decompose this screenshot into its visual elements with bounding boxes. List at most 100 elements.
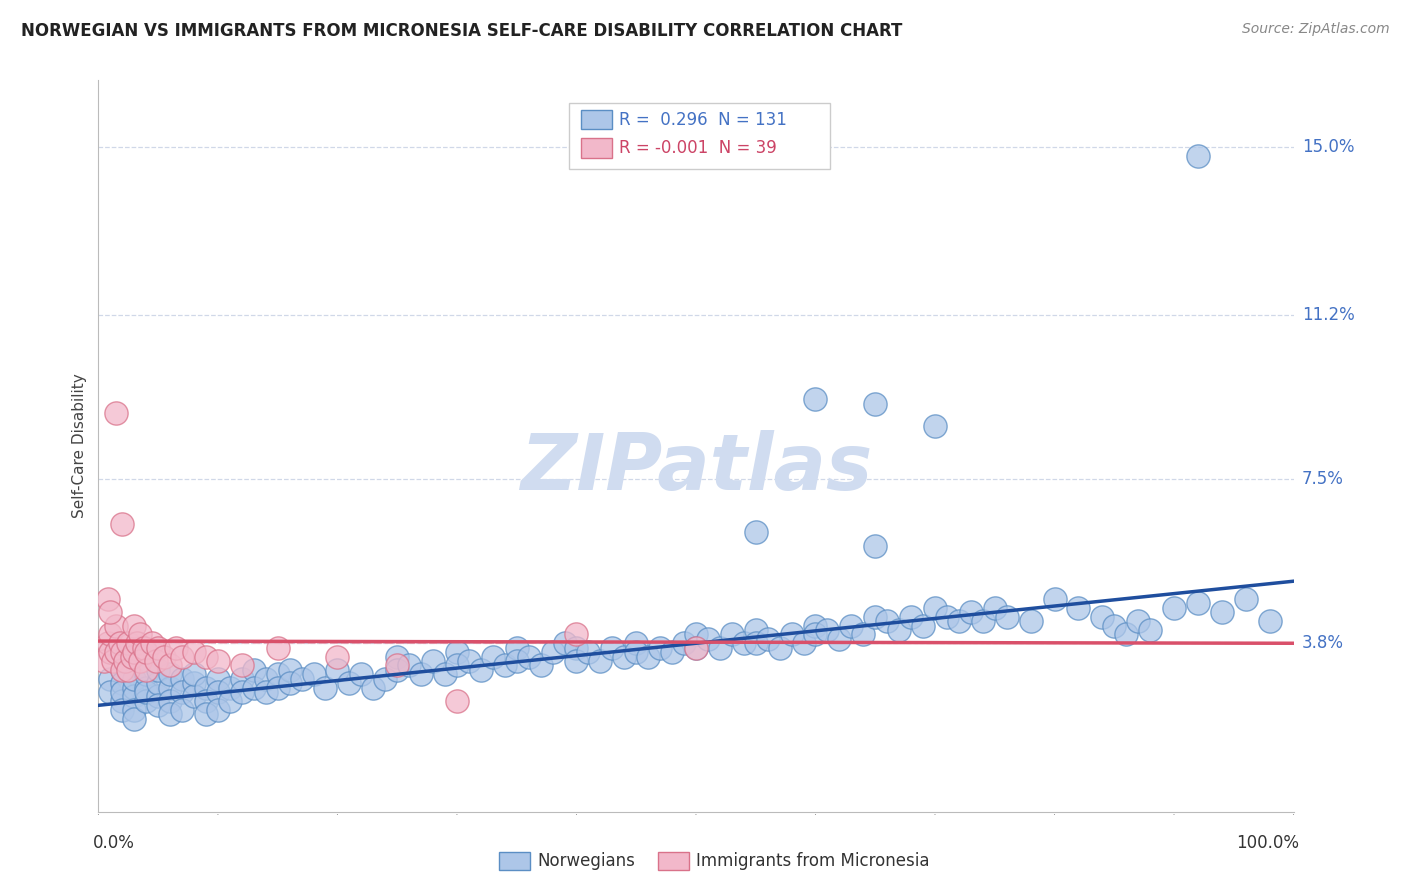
- Point: [960, 605, 983, 619]
- Point: [602, 640, 624, 655]
- Point: [517, 649, 540, 664]
- Point: [936, 609, 959, 624]
- Point: [363, 681, 385, 695]
- Point: [183, 667, 205, 681]
- Text: Immigrants from Micronesia: Immigrants from Micronesia: [696, 852, 929, 870]
- Point: [984, 600, 1007, 615]
- Point: [135, 681, 157, 695]
- Point: [446, 658, 468, 673]
- Point: [98, 627, 122, 641]
- Point: [135, 667, 157, 681]
- Point: [756, 632, 779, 646]
- Point: [124, 703, 146, 717]
- Point: [565, 640, 588, 655]
- Point: [541, 645, 564, 659]
- Point: [135, 645, 157, 659]
- Point: [733, 636, 755, 650]
- Point: [111, 703, 134, 717]
- Point: [626, 636, 648, 650]
- Point: [876, 614, 898, 628]
- Point: [267, 667, 290, 681]
- Point: [815, 623, 838, 637]
- Point: [231, 685, 253, 699]
- Point: [385, 658, 409, 673]
- Point: [243, 663, 266, 677]
- Point: [135, 685, 157, 699]
- Point: [121, 649, 143, 664]
- Point: [148, 640, 170, 655]
- Point: [105, 645, 128, 659]
- Point: [446, 645, 468, 659]
- Point: [267, 640, 290, 655]
- Point: [172, 703, 194, 717]
- Point: [97, 636, 120, 650]
- Point: [1211, 605, 1233, 619]
- Point: [105, 618, 128, 632]
- Point: [411, 667, 433, 681]
- Point: [326, 663, 349, 677]
- Point: [326, 649, 349, 664]
- Point: [207, 685, 229, 699]
- Point: [97, 591, 120, 606]
- Point: [661, 645, 683, 659]
- Point: [129, 654, 152, 668]
- Point: [159, 694, 181, 708]
- Text: NORWEGIAN VS IMMIGRANTS FROM MICRONESIA SELF-CARE DISABILITY CORRELATION CHART: NORWEGIAN VS IMMIGRANTS FROM MICRONESIA …: [21, 22, 903, 40]
- Point: [721, 627, 744, 641]
- Point: [124, 618, 146, 632]
- Point: [135, 694, 157, 708]
- Point: [195, 649, 218, 664]
- Point: [1128, 614, 1150, 628]
- Point: [108, 636, 131, 650]
- Point: [648, 640, 672, 655]
- Point: [93, 654, 115, 668]
- Point: [98, 645, 122, 659]
- Point: [768, 640, 790, 655]
- Point: [626, 645, 648, 659]
- Point: [278, 676, 301, 690]
- Point: [911, 618, 934, 632]
- Point: [267, 681, 290, 695]
- Point: [924, 600, 946, 615]
- Point: [1067, 600, 1090, 615]
- Point: [828, 632, 851, 646]
- Text: ZIPatlas: ZIPatlas: [520, 430, 872, 506]
- Point: [637, 649, 659, 664]
- Text: 7.5%: 7.5%: [1302, 470, 1344, 488]
- Point: [804, 392, 827, 407]
- Point: [135, 663, 157, 677]
- Point: [141, 636, 163, 650]
- Point: [1115, 627, 1137, 641]
- Point: [339, 676, 361, 690]
- Point: [780, 627, 803, 641]
- Point: [1091, 609, 1114, 624]
- Point: [1234, 591, 1257, 606]
- Point: [302, 667, 325, 681]
- Point: [183, 676, 205, 690]
- Text: R =  0.296  N = 131: R = 0.296 N = 131: [619, 111, 786, 128]
- Y-axis label: Self-Care Disability: Self-Care Disability: [72, 374, 87, 518]
- Point: [1187, 596, 1209, 610]
- Point: [1163, 600, 1185, 615]
- Point: [385, 663, 409, 677]
- Point: [565, 654, 588, 668]
- Point: [111, 685, 134, 699]
- Text: 11.2%: 11.2%: [1302, 306, 1354, 324]
- Point: [900, 609, 922, 624]
- Point: [207, 672, 229, 686]
- Point: [111, 663, 134, 677]
- Point: [111, 676, 134, 690]
- Point: [105, 406, 128, 420]
- Point: [1043, 591, 1066, 606]
- Point: [745, 525, 768, 540]
- Point: [685, 627, 707, 641]
- Point: [111, 516, 134, 531]
- Point: [98, 672, 122, 686]
- Text: Norwegians: Norwegians: [537, 852, 636, 870]
- Point: [554, 636, 576, 650]
- Point: [530, 658, 553, 673]
- Point: [111, 663, 134, 677]
- Point: [124, 645, 146, 659]
- Point: [315, 681, 337, 695]
- Point: [195, 707, 218, 722]
